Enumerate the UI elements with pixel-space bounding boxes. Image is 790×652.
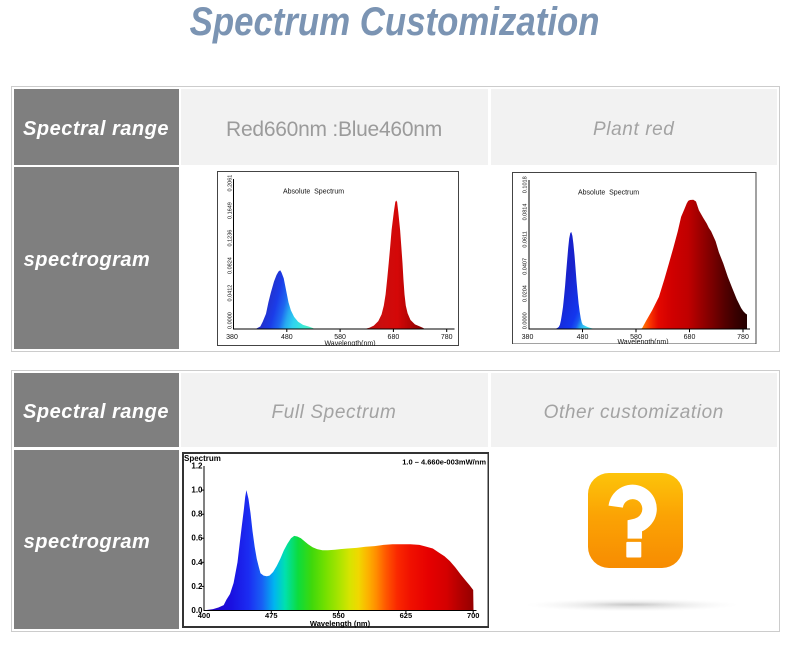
svg-text:0.1236: 0.1236 bbox=[227, 230, 233, 247]
svg-text:380: 380 bbox=[522, 334, 534, 341]
svg-text:780: 780 bbox=[440, 334, 452, 341]
svg-text:550: 550 bbox=[332, 611, 345, 620]
svg-text:0.0611: 0.0611 bbox=[523, 231, 529, 247]
svg-text:1.0: 1.0 bbox=[191, 486, 203, 495]
svg-text:480: 480 bbox=[577, 334, 589, 341]
svg-text:700: 700 bbox=[466, 611, 479, 620]
svg-text:580: 580 bbox=[630, 334, 642, 341]
svg-text:0.8: 0.8 bbox=[191, 510, 203, 519]
svg-text:380: 380 bbox=[226, 334, 238, 341]
svg-text:680: 680 bbox=[387, 334, 399, 341]
svg-text:680: 680 bbox=[684, 334, 696, 341]
svg-text:475: 475 bbox=[265, 611, 278, 620]
svg-text:625: 625 bbox=[399, 611, 412, 620]
svg-text:0.2: 0.2 bbox=[191, 582, 203, 591]
svg-text:0.0000: 0.0000 bbox=[227, 312, 233, 329]
svg-text:Wavelength (nm): Wavelength (nm) bbox=[309, 619, 370, 628]
svg-text:0.0824: 0.0824 bbox=[227, 257, 233, 274]
svg-text:0.0814: 0.0814 bbox=[523, 203, 529, 220]
svg-text:1.0 – 4.660e-003mW/nm: 1.0 – 4.660e-003mW/nm bbox=[402, 458, 486, 467]
svg-text:400: 400 bbox=[197, 611, 210, 620]
svg-text:Absolute Spectrum: Absolute Spectrum bbox=[283, 189, 344, 196]
svg-text:0.0412: 0.0412 bbox=[227, 285, 233, 302]
svg-text:0.0204: 0.0204 bbox=[523, 285, 529, 302]
svg-text:0.0407: 0.0407 bbox=[523, 258, 529, 275]
svg-text:0.6: 0.6 bbox=[191, 534, 203, 543]
svg-text:0.2061: 0.2061 bbox=[227, 175, 233, 192]
svg-text:0.0: 0.0 bbox=[191, 606, 203, 615]
svg-text:780: 780 bbox=[737, 334, 749, 341]
svg-text:Wavelength(nm): Wavelength(nm) bbox=[617, 339, 668, 345]
svg-text:0.1018: 0.1018 bbox=[523, 176, 529, 193]
svg-text:580: 580 bbox=[334, 334, 346, 341]
svg-text:Spectrum: Spectrum bbox=[184, 454, 221, 463]
svg-text:Absolute Spectrum: Absolute Spectrum bbox=[578, 189, 639, 196]
svg-text:480: 480 bbox=[280, 334, 292, 341]
svg-text:0.0000: 0.0000 bbox=[523, 312, 529, 329]
svg-text:Wavelength(nm): Wavelength(nm) bbox=[324, 341, 375, 347]
svg-text:0.1649: 0.1649 bbox=[227, 202, 233, 219]
svg-text:1.2: 1.2 bbox=[191, 462, 203, 471]
svg-text:0.4: 0.4 bbox=[191, 558, 203, 567]
